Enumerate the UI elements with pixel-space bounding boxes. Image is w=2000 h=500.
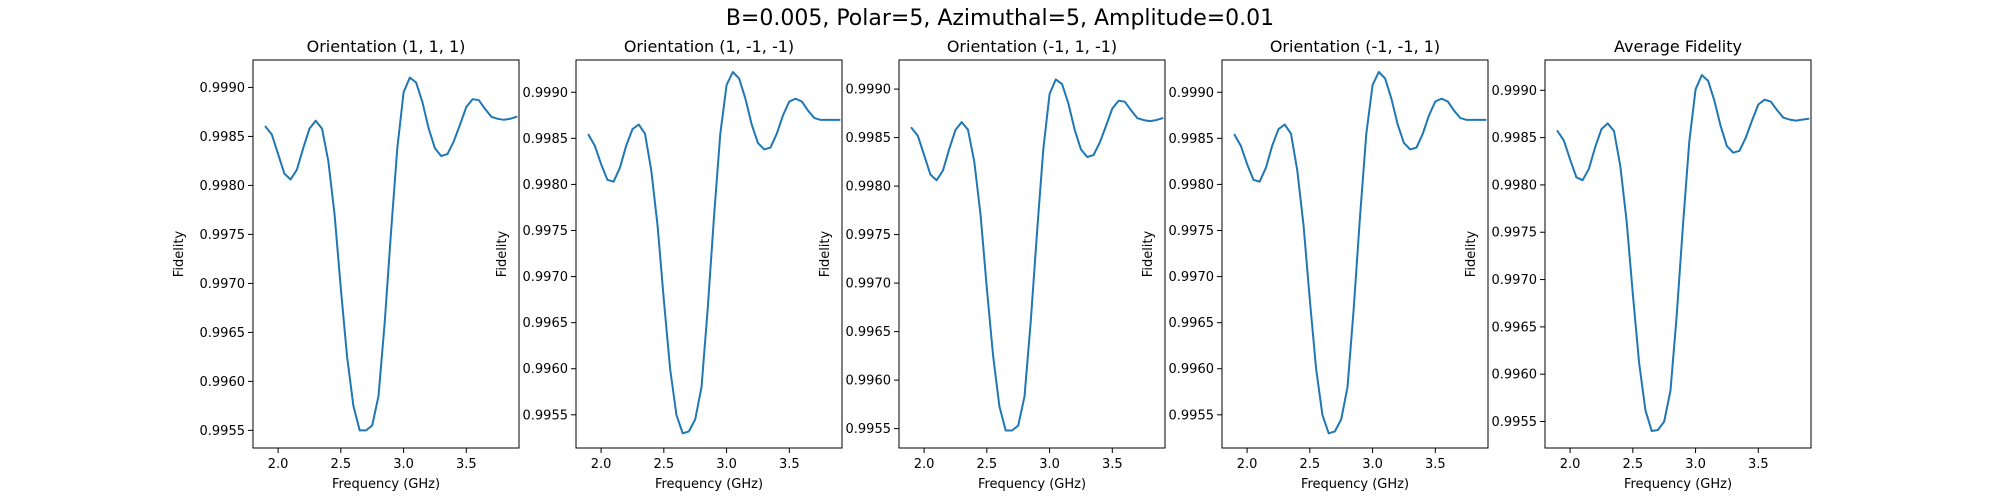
y-tick-label: 0.9955 xyxy=(1169,408,1215,423)
y-tick-label: 0.9985 xyxy=(1492,131,1538,146)
x-tick-label: 3.5 xyxy=(1102,457,1123,472)
x-tick-label: 2.0 xyxy=(1560,457,1581,472)
x-tick-label: 3.5 xyxy=(456,457,477,472)
figure-suptitle: B=0.005, Polar=5, Azimuthal=5, Amplitude… xyxy=(725,6,1275,31)
axes-frame xyxy=(898,59,1166,449)
y-tick-label: 0.9965 xyxy=(1492,320,1538,335)
y-tick-label: 0.9955 xyxy=(523,408,569,423)
series-line xyxy=(587,71,841,435)
x-tick-label: 2.5 xyxy=(1622,457,1643,472)
axes-frame xyxy=(1544,59,1812,449)
x-tick-label: 2.5 xyxy=(330,457,351,472)
y-tick-label: 0.9955 xyxy=(200,424,246,439)
x-tick-label: 2.0 xyxy=(591,457,612,472)
y-tick-label: 0.9985 xyxy=(1169,132,1215,147)
y-tick-label: 0.9975 xyxy=(523,224,569,239)
x-tick-label: 3.0 xyxy=(1039,457,1060,472)
y-tick-label: 0.9980 xyxy=(846,180,892,195)
x-axis-label: Frequency (GHz) xyxy=(1624,477,1732,492)
subplot-title: Orientation (-1, 1, -1) xyxy=(947,37,1117,56)
subplot-5: Average Fidelity 2.0 2.5 3.0 3.5 0.9955 0.9960… xyxy=(1464,37,1812,492)
subplot-2: Orientation (1, -1, -1) 2.0 2.5 3.0 3.5 0.995… xyxy=(495,37,843,492)
y-tick-label: 0.9965 xyxy=(846,325,892,340)
x-tick-label: 3.5 xyxy=(779,457,800,472)
y-tick-label: 0.9980 xyxy=(1492,178,1538,193)
y-tick-label: 0.9965 xyxy=(1169,316,1215,331)
subplot-4: Orientation (-1, -1, 1) 2.0 2.5 3.0 3.5 0.995… xyxy=(1141,37,1489,492)
y-tick-label: 0.9990 xyxy=(523,86,569,101)
y-tick-label: 0.9975 xyxy=(200,228,246,243)
y-tick-label: 0.9955 xyxy=(1492,415,1538,430)
x-tick-label: 3.5 xyxy=(1425,457,1446,472)
y-tick-label: 0.9980 xyxy=(1169,178,1215,193)
y-tick-label: 0.9960 xyxy=(1492,368,1538,383)
subplot-1: Orientation (1, 1, 1) 2.0 2.5 3.0 3.5 0.9955 0… xyxy=(172,37,520,492)
axes-frame xyxy=(1221,59,1489,449)
x-tick-label: 3.0 xyxy=(716,457,737,472)
y-tick-label: 0.9975 xyxy=(846,228,892,243)
y-tick-label: 0.9975 xyxy=(1492,226,1538,241)
y-axis-label: Fidelity xyxy=(818,230,833,277)
y-tick-label: 0.9965 xyxy=(200,326,246,341)
x-axis-label: Frequency (GHz) xyxy=(1301,477,1409,492)
y-tick-label: 0.9990 xyxy=(200,81,246,96)
x-tick-label: 2.0 xyxy=(914,457,935,472)
y-tick-label: 0.9970 xyxy=(846,277,892,292)
subplot-title: Orientation (-1, -1, 1) xyxy=(1270,37,1440,56)
y-tick-label: 0.9970 xyxy=(1169,270,1215,285)
y-tick-label: 0.9990 xyxy=(846,83,892,98)
x-axis-label: Frequency (GHz) xyxy=(978,477,1086,492)
y-axis-label: Fidelity xyxy=(1141,230,1156,277)
x-tick-label: 3.5 xyxy=(1748,457,1769,472)
series-line xyxy=(910,78,1164,432)
x-tick-label: 2.0 xyxy=(1237,457,1258,472)
y-tick-label: 0.9985 xyxy=(846,131,892,146)
y-tick-label: 0.9960 xyxy=(846,374,892,389)
y-tick-label: 0.9985 xyxy=(523,132,569,147)
x-tick-label: 3.0 xyxy=(393,457,414,472)
x-tick-label: 2.5 xyxy=(1299,457,1320,472)
series-line xyxy=(264,76,518,432)
subplot-title: Average Fidelity xyxy=(1614,37,1742,56)
y-tick-label: 0.9960 xyxy=(200,375,246,390)
y-tick-label: 0.9970 xyxy=(523,270,569,285)
x-tick-label: 3.0 xyxy=(1685,457,1706,472)
x-tick-label: 2.5 xyxy=(976,457,997,472)
y-tick-label: 0.9965 xyxy=(523,316,569,331)
y-tick-label: 0.9990 xyxy=(1169,86,1215,101)
x-tick-label: 3.0 xyxy=(1362,457,1383,472)
y-tick-label: 0.9990 xyxy=(1492,84,1538,99)
y-tick-label: 0.9980 xyxy=(523,178,569,193)
y-axis-label: Fidelity xyxy=(1464,230,1479,277)
axes-frame xyxy=(252,59,520,449)
y-axis-label: Fidelity xyxy=(495,230,510,277)
y-tick-label: 0.9980 xyxy=(200,179,246,194)
y-tick-label: 0.9960 xyxy=(523,362,569,377)
x-axis-label: Frequency (GHz) xyxy=(655,477,763,492)
subplot-title: Orientation (1, -1, -1) xyxy=(624,37,794,56)
y-axis-label: Fidelity xyxy=(172,230,187,277)
series-line xyxy=(1233,71,1487,435)
y-tick-label: 0.9970 xyxy=(1492,273,1538,288)
y-tick-label: 0.9960 xyxy=(1169,362,1215,377)
y-tick-label: 0.9985 xyxy=(200,130,246,145)
subplot-title: Orientation (1, 1, 1) xyxy=(307,37,466,56)
y-tick-label: 0.9955 xyxy=(846,422,892,437)
subplot-3: Orientation (-1, 1, -1) 2.0 2.5 3.0 3.5 0.995… xyxy=(818,37,1166,492)
x-tick-label: 2.0 xyxy=(268,457,289,472)
axes-frame xyxy=(575,59,843,449)
y-tick-label: 0.9970 xyxy=(200,277,246,292)
x-tick-label: 2.5 xyxy=(653,457,674,472)
y-tick-label: 0.9975 xyxy=(1169,224,1215,239)
series-line xyxy=(1556,74,1810,432)
x-axis-label: Frequency (GHz) xyxy=(332,477,440,492)
